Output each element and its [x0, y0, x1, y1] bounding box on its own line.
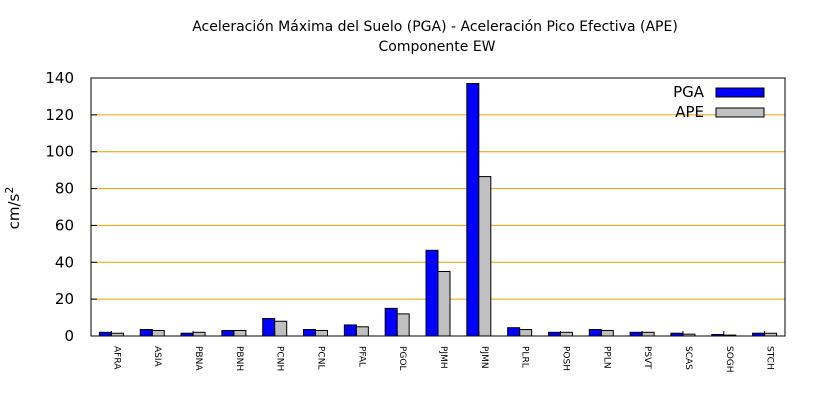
- bar-pga: [547, 331, 561, 337]
- chart-subtitle: Componente EW: [378, 39, 495, 55]
- bar-pga: [343, 324, 357, 337]
- y-tick-label: 120: [45, 106, 74, 124]
- x-ticks: AFRA ASIA PBNA PBNH PCNH PCNL PFAL PGOL PJMH PJMN…: [110, 331, 775, 373]
- bar-pga: [466, 83, 480, 337]
- bar-ape: [559, 331, 573, 337]
- y-tick-label: 40: [55, 253, 74, 271]
- x-tick-label: PBNA: [193, 346, 203, 371]
- y-axis-label: cm/s2: [3, 187, 23, 230]
- bar-pga: [262, 317, 276, 337]
- bar-ape: [192, 331, 206, 337]
- bar-ape: [437, 271, 451, 337]
- bar-pga: [98, 331, 112, 337]
- bar-pga: [303, 329, 317, 337]
- bar-pga: [629, 331, 643, 337]
- bar-ape: [396, 313, 410, 337]
- x-tick-label: PCNH: [275, 346, 285, 371]
- bar-ape: [641, 331, 655, 337]
- y-ticks: 0 20 40 60 80 100 120 140: [45, 69, 97, 345]
- x-tick-label: AFRA: [111, 346, 121, 370]
- x-tick-label: PBNH: [234, 346, 244, 371]
- bars: [98, 83, 778, 337]
- x-tick-label: SCAS: [683, 346, 693, 370]
- legend: PGA APE: [673, 83, 765, 121]
- bar-ape: [519, 329, 533, 337]
- bar-ape: [233, 329, 247, 337]
- bar-pga: [425, 249, 439, 337]
- x-tick-label: PJMH: [438, 346, 448, 369]
- bar-pga: [384, 307, 398, 337]
- chart-title: Aceleración Máxima del Suelo (PGA) - Ace…: [192, 19, 678, 35]
- y-tick-label: 20: [55, 290, 74, 308]
- x-tick-label: PPLN: [601, 346, 611, 369]
- legend-label: PGA: [673, 83, 705, 101]
- x-tick-label: PJMN: [479, 346, 489, 369]
- x-tick-label: PLRL: [520, 346, 530, 368]
- bar-pga: [507, 327, 521, 337]
- bar-ape: [600, 329, 614, 337]
- bar-ape: [355, 326, 369, 337]
- x-tick-label: PGOL: [397, 346, 407, 371]
- y-axis-unit-exponent: 2: [3, 187, 16, 194]
- x-tick-label: SOGH: [724, 346, 734, 373]
- bar-ape: [151, 329, 165, 337]
- y-tick-label: 80: [55, 180, 74, 198]
- legend-label: APE: [675, 103, 704, 121]
- legend-swatch: [715, 107, 765, 118]
- y-tick-label: 0: [64, 327, 74, 345]
- bar-ape: [478, 176, 492, 337]
- y-axis-unit: cm/s: [5, 193, 23, 229]
- bar-pga: [588, 329, 602, 337]
- legend-swatch: [715, 87, 765, 98]
- y-tick-label: 140: [45, 69, 74, 87]
- x-tick-label: ASIA: [152, 346, 162, 368]
- x-tick-label: PSVT: [642, 346, 652, 369]
- bar-ape: [315, 329, 329, 337]
- bar-pga: [221, 329, 235, 337]
- bar-ape: [274, 320, 288, 337]
- x-tick-label: STCH: [765, 346, 775, 370]
- y-tick-label: 100: [45, 143, 74, 161]
- x-tick-label: PCNL: [316, 346, 326, 369]
- plot-frame: [90, 77, 786, 337]
- x-tick-label: PFAL: [356, 346, 366, 367]
- bar-pga: [139, 329, 153, 337]
- gridlines: [91, 114, 785, 300]
- x-tick-label: POSH: [560, 346, 570, 371]
- y-tick-label: 60: [55, 216, 74, 234]
